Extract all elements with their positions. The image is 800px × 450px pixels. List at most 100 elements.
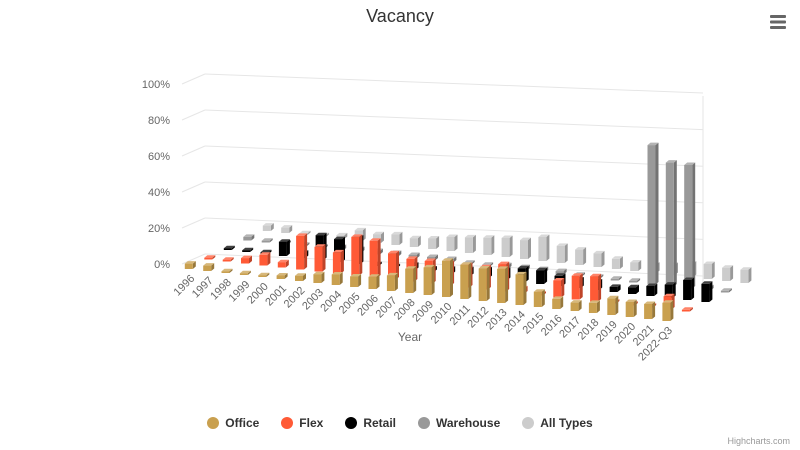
- y-tick-label: 20%: [148, 223, 170, 235]
- bar-all-types-2012[interactable]: [556, 243, 568, 263]
- bar-flex-2016[interactable]: [571, 273, 583, 300]
- bar-all-types-2006[interactable]: [446, 234, 458, 252]
- bar-office-2004[interactable]: [331, 272, 343, 285]
- y-tick-label: 0%: [154, 259, 170, 271]
- bar-office-2021[interactable]: [644, 301, 656, 320]
- bar-office-2008[interactable]: [405, 266, 417, 293]
- bar-all-types-2011[interactable]: [538, 234, 550, 262]
- bar-flex-2000[interactable]: [277, 259, 289, 268]
- bar-retail-2017[interactable]: [609, 284, 621, 292]
- bar-office-2019[interactable]: [607, 295, 619, 315]
- bar-all-types-2016[interactable]: [630, 260, 642, 271]
- legend-swatch: [281, 417, 294, 429]
- bar-all-types-2021[interactable]: [722, 265, 734, 281]
- bar-all-types-2003[interactable]: [391, 231, 403, 245]
- bar-office-2012[interactable]: [478, 266, 490, 301]
- bar-office-2015[interactable]: [533, 289, 545, 307]
- bar-office-2017[interactable]: [570, 300, 582, 311]
- bar-all-types-2020[interactable]: [703, 261, 715, 280]
- bar-office-2001[interactable]: [276, 273, 288, 279]
- bar-flex-2004[interactable]: [351, 234, 363, 276]
- bar-all-types-1996[interactable]: [262, 223, 274, 231]
- bar-retail-2018[interactable]: [628, 284, 639, 294]
- y-tick-label: 80%: [148, 115, 170, 127]
- x-axis-title: Year: [398, 330, 422, 344]
- bar-all-types-2022-Q3[interactable]: [740, 267, 752, 283]
- bar-all-types-2008[interactable]: [483, 235, 495, 255]
- y-tick-label: 60%: [148, 151, 170, 163]
- bar-office-2000[interactable]: [258, 272, 270, 277]
- bar-all-types-2013[interactable]: [575, 247, 587, 265]
- bar-warehouse-2022-Q3[interactable]: [720, 288, 732, 293]
- bar-office-2006[interactable]: [368, 274, 380, 289]
- bar-all-types-2015[interactable]: [611, 256, 623, 269]
- bar-office-2018[interactable]: [588, 300, 600, 313]
- legend: Office Flex Retail Warehouse All Types: [0, 412, 800, 434]
- bar-flex-2002[interactable]: [314, 244, 326, 272]
- bar-office-2022-Q3[interactable]: [662, 300, 674, 321]
- legend-item-retail[interactable]: Retail: [345, 416, 396, 430]
- bar-office-2011[interactable]: [460, 262, 472, 299]
- bar-flex-1997[interactable]: [222, 257, 234, 262]
- bar-flex-2001[interactable]: [296, 233, 308, 270]
- bar-retail-2019[interactable]: [646, 283, 658, 297]
- bar-warehouse-2017[interactable]: [629, 278, 641, 283]
- bar-warehouse-1996[interactable]: [243, 234, 255, 241]
- bar-retail-1997[interactable]: [242, 247, 254, 252]
- bar-office-2009[interactable]: [423, 264, 435, 295]
- y-tick-label: 100%: [142, 79, 170, 91]
- bar-all-types-2007[interactable]: [464, 234, 476, 253]
- bar-warehouse-2019[interactable]: [665, 160, 677, 287]
- bar-warehouse-2018[interactable]: [647, 142, 659, 285]
- bar-retail-2022-Q3[interactable]: [701, 281, 713, 302]
- bar-all-types-2004[interactable]: [409, 235, 421, 247]
- bar-flex-1999[interactable]: [259, 252, 271, 266]
- bar-office-2002[interactable]: [295, 273, 306, 281]
- bar-all-types-2009[interactable]: [501, 235, 513, 258]
- bar-flex-2015[interactable]: [553, 278, 565, 298]
- bar-flex-2022-Q3[interactable]: [681, 307, 693, 312]
- legend-swatch: [522, 417, 535, 429]
- bar-office-1997[interactable]: [203, 263, 215, 271]
- bar-office-2013[interactable]: [497, 266, 509, 303]
- bar-flex-1996[interactable]: [204, 255, 216, 260]
- credits[interactable]: Highcharts.com: [727, 436, 790, 446]
- bar-all-types-2010[interactable]: [520, 237, 531, 259]
- bar-flex-2006[interactable]: [388, 250, 399, 280]
- bar-flex-2003[interactable]: [332, 249, 344, 274]
- legend-item-office[interactable]: Office: [207, 416, 259, 430]
- bar-flex-2005[interactable]: [369, 238, 381, 278]
- bar-warehouse-2020[interactable]: [684, 162, 696, 289]
- bar-retail-1999[interactable]: [278, 239, 290, 256]
- bar-retail-2021[interactable]: [683, 277, 695, 301]
- bar-flex-1998[interactable]: [241, 255, 252, 264]
- bar-all-types-2005[interactable]: [428, 236, 440, 249]
- bar-warehouse-2016[interactable]: [610, 276, 622, 281]
- legend-label: All Types: [540, 416, 593, 430]
- bar-flex-2017[interactable]: [590, 273, 602, 302]
- bar-office-2020[interactable]: [625, 299, 637, 318]
- bar-retail-1996[interactable]: [223, 245, 235, 250]
- bar-office-2007[interactable]: [386, 272, 398, 291]
- bar-office-1998[interactable]: [221, 268, 233, 273]
- bar-office-2005[interactable]: [350, 274, 362, 287]
- hamburger-menu-icon[interactable]: [766, 10, 790, 34]
- bar-office-2014[interactable]: [515, 271, 527, 305]
- bar-all-types-1997[interactable]: [281, 225, 293, 233]
- bar-warehouse-2013[interactable]: [555, 268, 567, 275]
- legend-item-all-types[interactable]: All Types: [522, 416, 593, 430]
- bar-office-2016[interactable]: [552, 296, 564, 309]
- bar-office-2010[interactable]: [442, 258, 453, 297]
- bar-office-1996[interactable]: [184, 261, 196, 269]
- legend-item-warehouse[interactable]: Warehouse: [418, 416, 500, 430]
- bar-all-types-2014[interactable]: [593, 250, 605, 267]
- bar-office-2003[interactable]: [313, 271, 325, 283]
- legend-swatch: [345, 417, 358, 429]
- bar-retail-2013[interactable]: [536, 267, 548, 284]
- bar-office-1999[interactable]: [239, 270, 251, 275]
- legend-item-flex[interactable]: Flex: [281, 416, 323, 430]
- grid-layer: [181, 73, 704, 300]
- legend-label: Flex: [299, 416, 324, 430]
- bar-warehouse-1997[interactable]: [261, 238, 273, 243]
